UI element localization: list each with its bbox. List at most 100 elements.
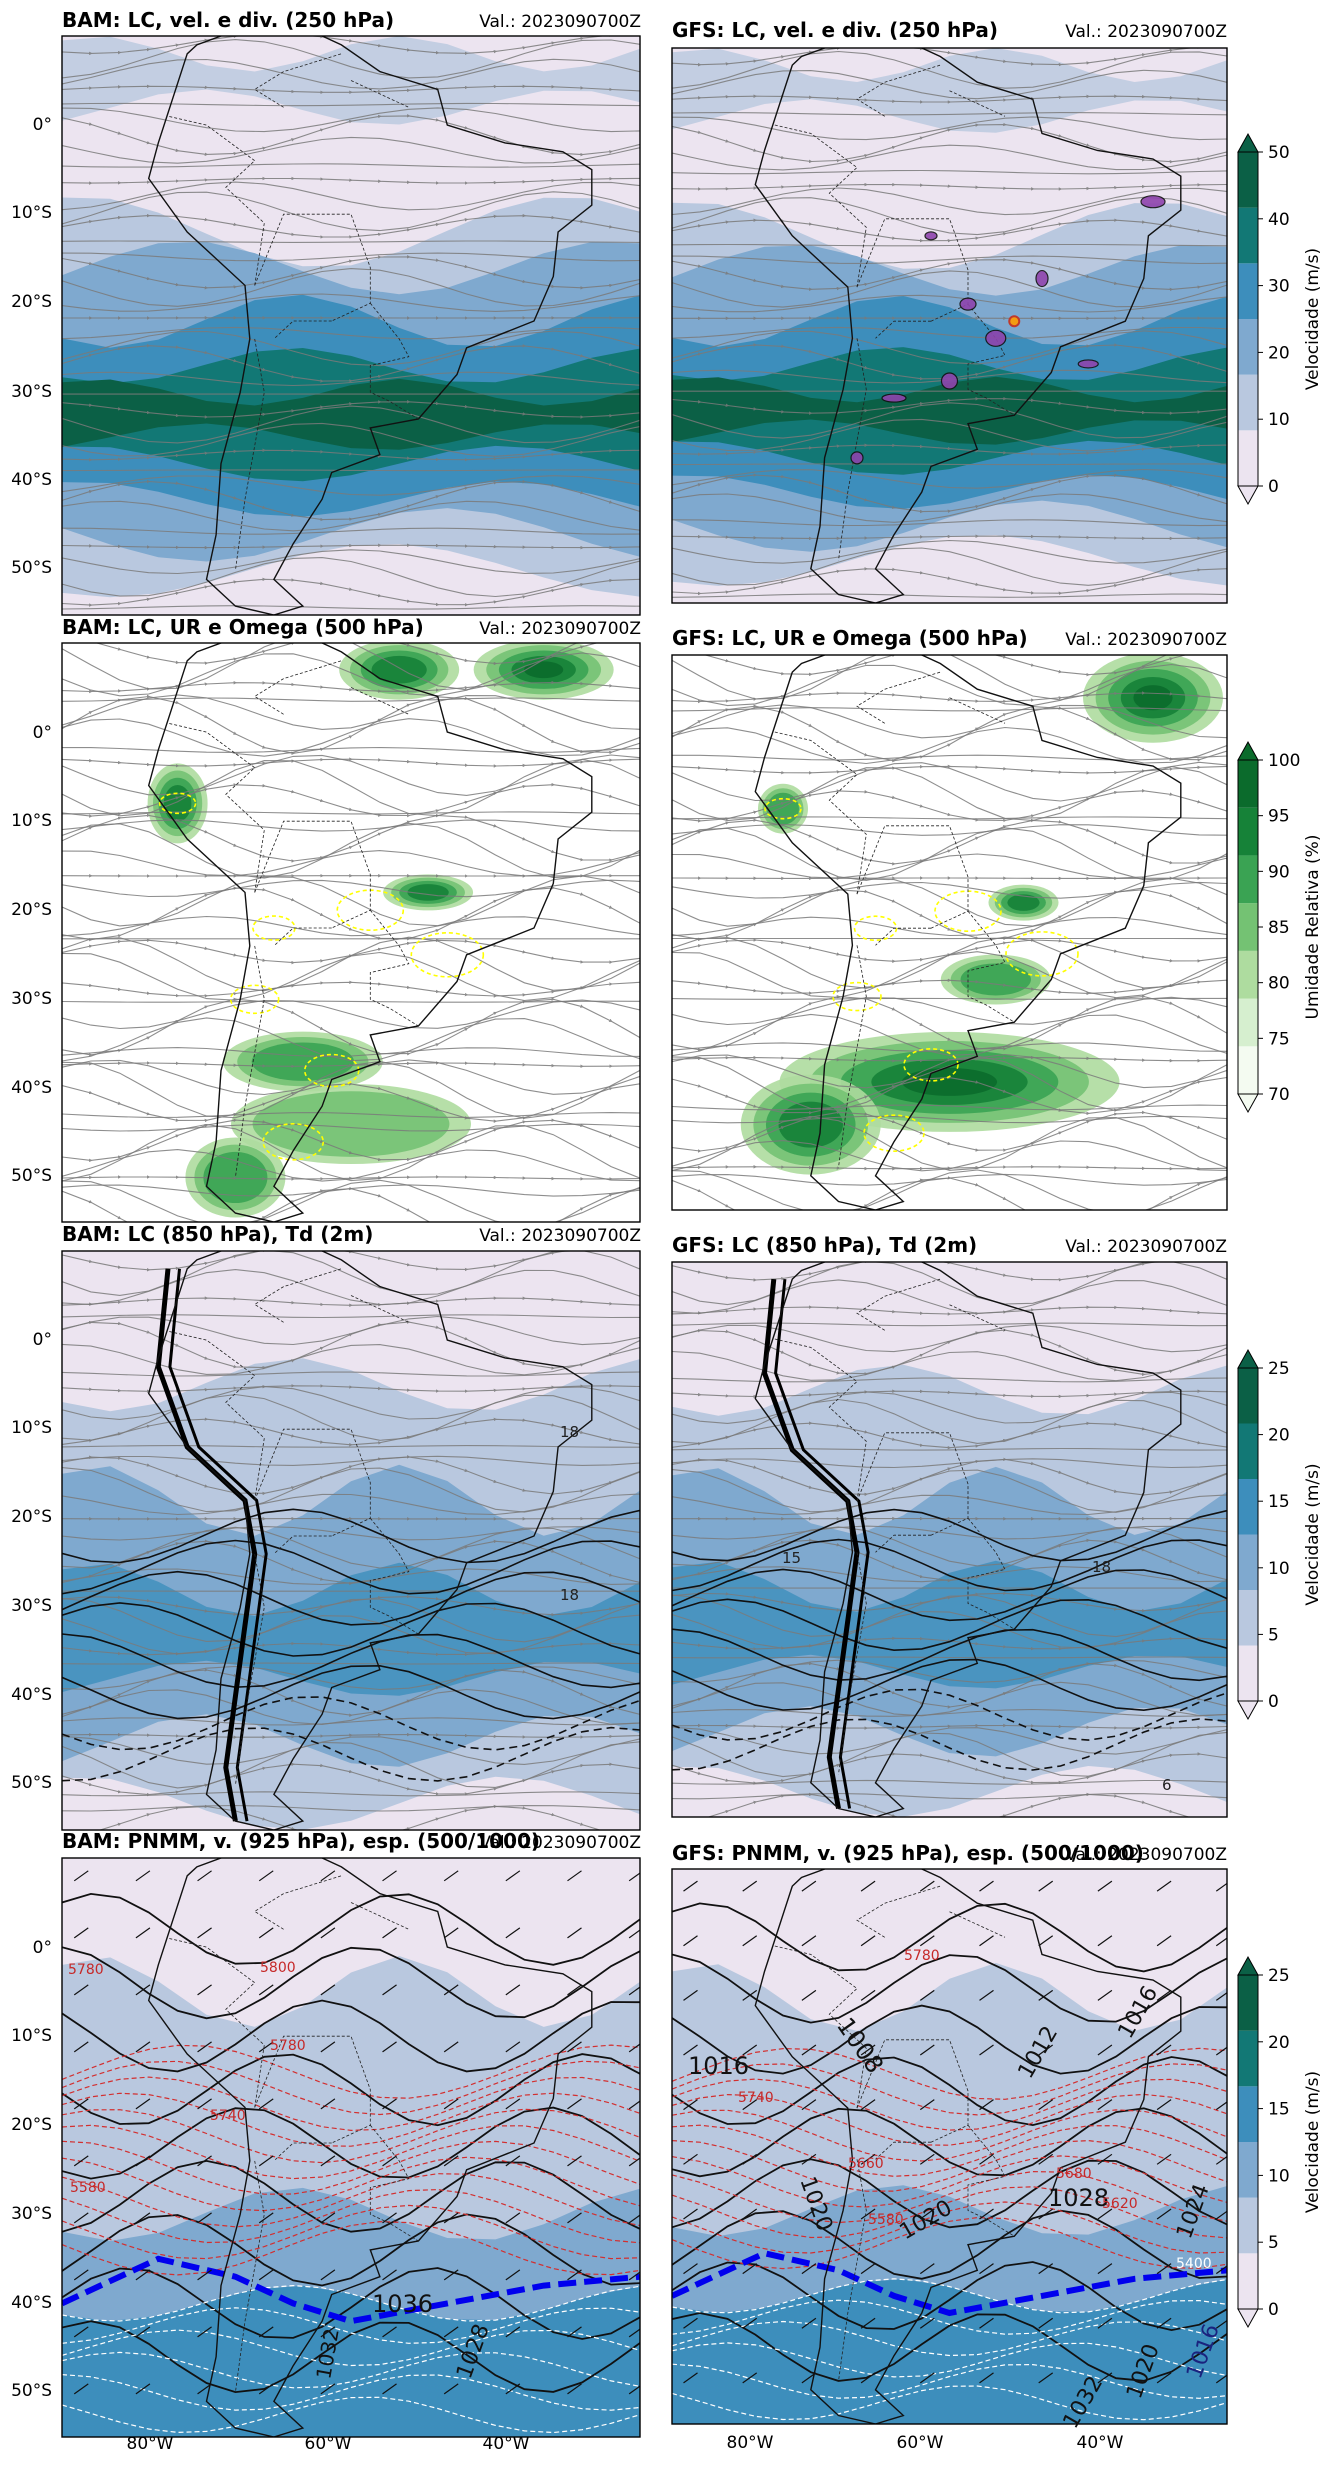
wind-barb: [567, 2041, 582, 2053]
colorbar-extend-max: [1237, 1955, 1259, 1976]
streamline: [672, 1322, 1227, 1327]
colorbar-tick-label: 85: [1268, 918, 1290, 938]
border-line: [875, 1534, 931, 1553]
wind-barb: [505, 2269, 521, 2281]
wind-barb: [1097, 2044, 1113, 2056]
streamline: [62, 1597, 640, 1643]
streamline: [62, 782, 640, 818]
wind-barb: [683, 2099, 698, 2111]
divergence-cell: [850, 451, 864, 465]
lat-axis-row4: 0° 10°S 20°S 30°S 40°S 50°S: [11, 1938, 52, 2401]
wind-barb: [1156, 2099, 1172, 2111]
valid-time-label: Val.: 2023090700Z: [479, 619, 641, 639]
wind-barb: [1038, 2044, 1054, 2056]
contour-label: 18: [560, 1586, 579, 1604]
streamline: [672, 144, 1227, 171]
coastline: [754, 1262, 1182, 1817]
wind-barb: [1038, 2372, 1054, 2384]
humidity-region: [524, 661, 564, 679]
wind-barb: [443, 2098, 459, 2110]
thickness-contour: [62, 2124, 640, 2180]
dewpoint-contour: [672, 1508, 1227, 1562]
wind-barb: [1156, 2208, 1172, 2220]
colorbar-tick-label: 20: [1268, 343, 1290, 363]
thickness-contour: [62, 2173, 640, 2228]
isobar: [62, 1892, 640, 1966]
border-line: [350, 1295, 409, 1323]
streamline: [672, 169, 1227, 175]
wind-barb: [443, 2155, 459, 2167]
streamline: [62, 1384, 640, 1394]
streamline: [62, 1493, 640, 1516]
colorbar-frame: [1237, 1974, 1259, 2310]
colorbar-frame: [1237, 1367, 1259, 1702]
streamline: [62, 36, 613, 56]
streamline: [62, 1082, 640, 1123]
colorbar-tick-label: 40: [1268, 210, 1290, 230]
wind-barb: [919, 2153, 935, 2165]
thickness-label: 5800: [260, 1960, 296, 1976]
wind-barb: [1156, 2317, 1172, 2329]
colorbar-extend-min: [1237, 1700, 1259, 1721]
wind-barb: [860, 1989, 876, 2001]
wind-barb: [979, 1935, 994, 1947]
wind-barb: [320, 2212, 336, 2224]
wind-barb: [197, 2326, 212, 2338]
border-line: [949, 90, 1006, 117]
wind-barb: [1156, 2372, 1172, 2384]
wind-barb: [73, 2212, 89, 2224]
lat-tick: 20°S: [11, 1507, 52, 1527]
streamline: [62, 915, 640, 937]
omega-contour: [853, 915, 898, 942]
wind-barb: [628, 2043, 640, 2053]
isobar: [672, 2261, 1227, 2332]
lat-tick: 40°S: [11, 470, 52, 490]
wind-barb: [505, 1984, 521, 1996]
border-line: [273, 320, 332, 340]
wind-barb: [742, 2372, 758, 2384]
colorbar-extend-min: [1237, 2308, 1259, 2329]
streamline: [62, 39, 640, 79]
valid-time-label: Val.: 2023090700Z: [479, 1226, 641, 1246]
wind-barb: [1215, 1937, 1227, 1947]
streamline: [88, 643, 613, 666]
colorbar-tick-label: 0: [1268, 1692, 1279, 1712]
lat-tick: 0°: [33, 1330, 52, 1350]
dewpoint-contour: [672, 1598, 1227, 1652]
colorbar-segment: [1238, 760, 1258, 808]
colorbar-segment: [1238, 2086, 1258, 2142]
streamline: [62, 163, 640, 168]
wind-barb: [320, 2041, 336, 2053]
wind-barb: [320, 1870, 336, 1882]
map-panel-gfs-pnmm: [671, 1868, 1228, 2425]
wind-barb: [320, 1927, 336, 1939]
streamline: [62, 757, 640, 768]
isobar: [672, 2209, 1227, 2280]
wind-barb: [683, 1935, 698, 1947]
omega-contour: [903, 1048, 959, 1082]
coastline: [754, 1869, 1182, 2424]
wind-barb: [979, 2372, 994, 2384]
border-line: [773, 1945, 867, 2109]
streamline: [672, 294, 1227, 313]
streamline: [62, 718, 640, 757]
lat-tick: 50°S: [11, 2381, 52, 2401]
wind-barb: [1215, 1991, 1227, 2001]
wind-barb: [742, 2044, 758, 2056]
lat-axis-row3: 0° 10°S 20°S 30°S 40°S 50°S: [11, 1330, 52, 1793]
colorbar-tick-label: 30: [1268, 277, 1290, 297]
colorbar-tick-label: 5: [1268, 2233, 1279, 2253]
colorbar-segment: [1238, 903, 1258, 951]
divergence-cell: [881, 393, 907, 403]
omega-contour: [863, 1114, 925, 1152]
colorbar-segment: [1238, 319, 1258, 375]
isobar-label: 1028: [1048, 2184, 1109, 2212]
omega-contour: [832, 981, 882, 1012]
streamline: [672, 1538, 1227, 1583]
border-line: [235, 338, 265, 571]
streamline: [88, 1804, 613, 1830]
streamline: [62, 1688, 640, 1725]
coastline: [754, 655, 1182, 1210]
wind-barb: [979, 2317, 994, 2329]
